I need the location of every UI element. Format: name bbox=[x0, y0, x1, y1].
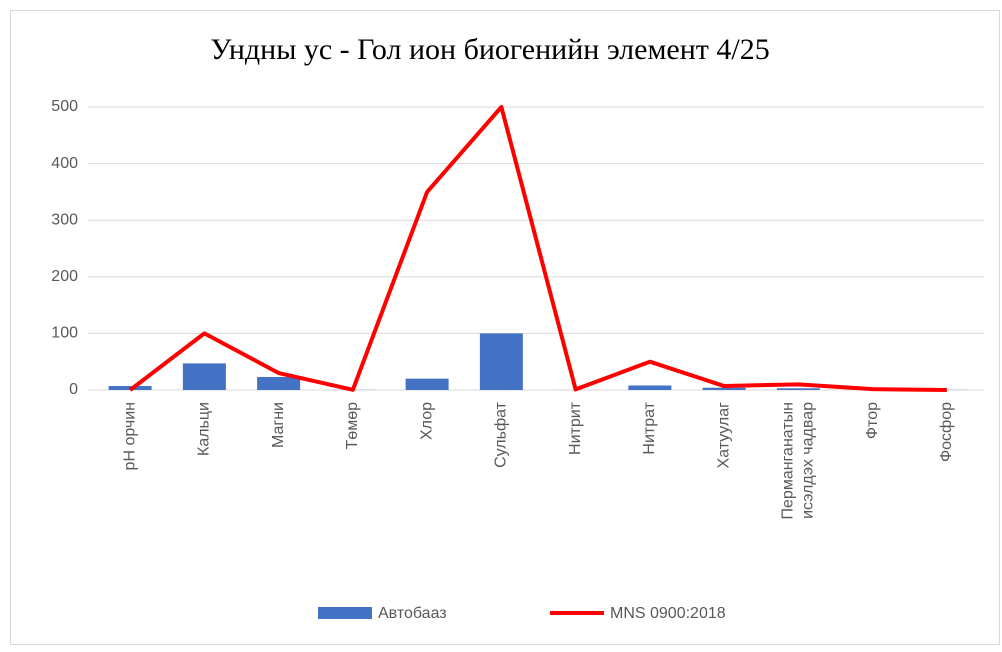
bar bbox=[777, 388, 820, 390]
y-tick-label: 400 bbox=[51, 155, 78, 172]
bar bbox=[480, 333, 523, 390]
legend-label: Автобааз bbox=[378, 605, 447, 622]
x-tick-label: Төмөр bbox=[344, 402, 361, 450]
bar bbox=[406, 379, 449, 390]
chart-border bbox=[11, 11, 1000, 645]
y-tick-label: 200 bbox=[51, 268, 78, 285]
bar bbox=[257, 377, 300, 390]
x-tick-label: Нитрат bbox=[641, 401, 658, 454]
bar bbox=[183, 363, 226, 390]
x-tick-label: Магни bbox=[270, 402, 287, 448]
x-tick-label: Фтор bbox=[864, 402, 881, 439]
x-tick-label: pH орчин bbox=[121, 402, 138, 470]
x-tick-label: Хатуулаг bbox=[715, 402, 732, 469]
x-tick-label: Сульфат bbox=[493, 401, 510, 468]
y-tick-label: 500 bbox=[51, 98, 78, 115]
bar bbox=[703, 388, 746, 390]
y-tick-label: 100 bbox=[51, 325, 78, 342]
bar bbox=[628, 385, 671, 390]
legend-label: MNS 0900:2018 bbox=[610, 605, 726, 622]
x-tick-label: Кальци bbox=[196, 402, 213, 456]
legend-swatch bbox=[318, 607, 372, 619]
x-tick-label: Хлор bbox=[418, 402, 435, 440]
y-tick-label: 300 bbox=[51, 211, 78, 228]
x-tick-label: Нитрит bbox=[567, 401, 584, 455]
chart-title: Ундны ус - Гол ион биогенийн элемент 4/2… bbox=[210, 33, 770, 66]
x-tick-label: Фосфор bbox=[938, 402, 955, 462]
y-tick-label: 0 bbox=[69, 381, 78, 398]
